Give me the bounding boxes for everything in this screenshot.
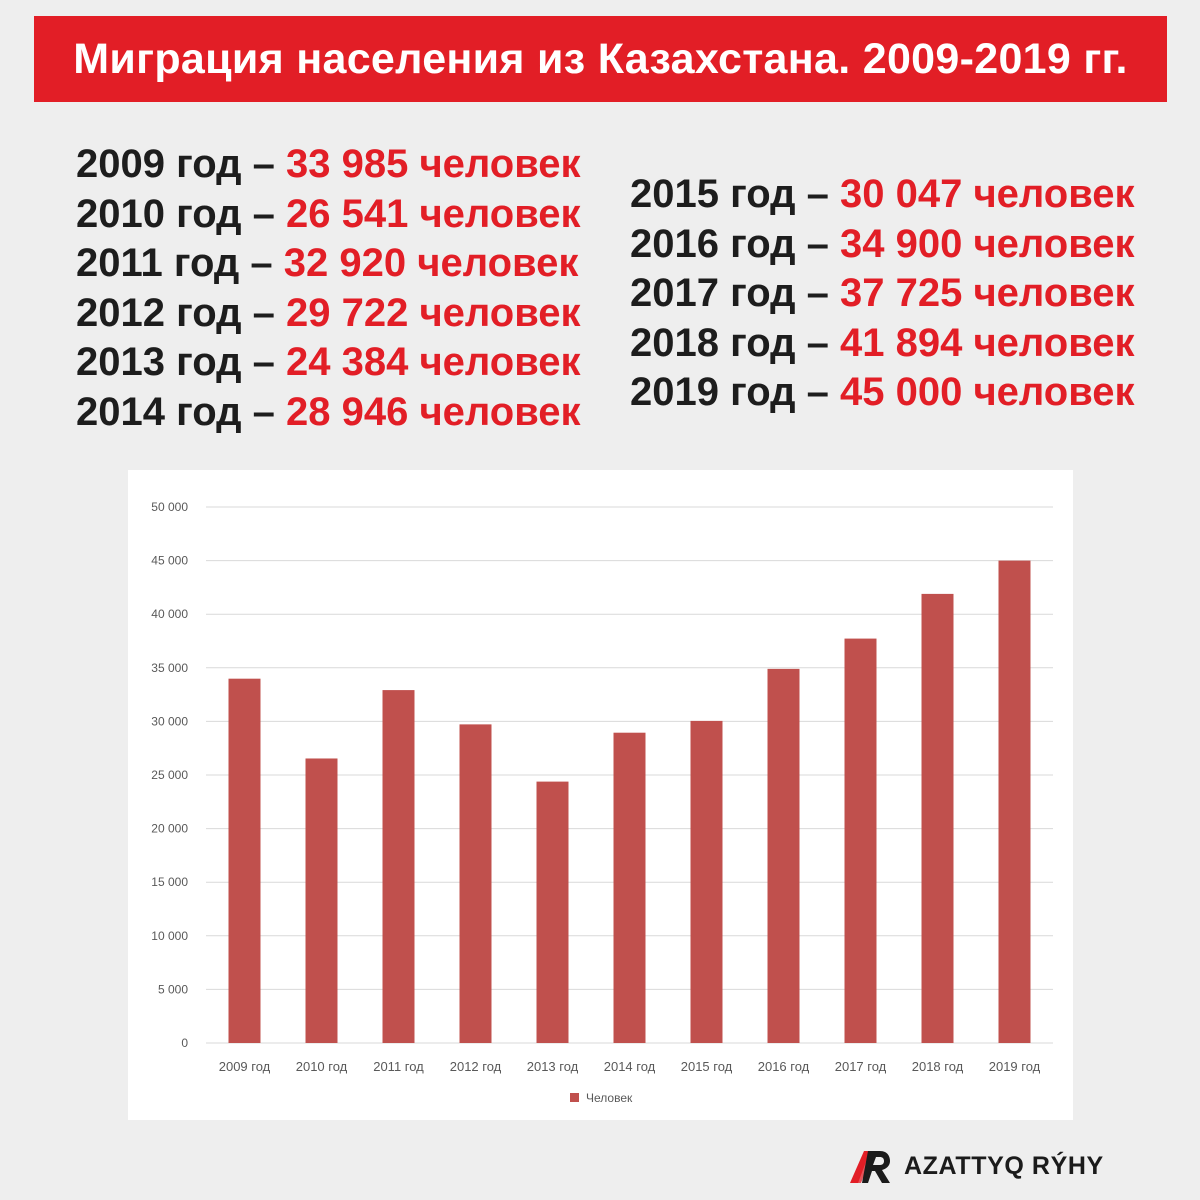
bar: [228, 678, 261, 1043]
page-title: Миграция населения из Казахстана. 2009-2…: [73, 34, 1128, 83]
stat-row-2014: 2014 год – 28 946 человек: [76, 388, 581, 438]
stat-year: 2016 год –: [630, 221, 840, 266]
x-tick-label: 2018 год: [912, 1059, 964, 1074]
x-tick-label: 2017 год: [835, 1059, 887, 1074]
y-tick-label: 25 000: [151, 768, 188, 782]
stat-row-2019: 2019 год – 45 000 человек: [630, 368, 1135, 418]
stat-year: 2014 год –: [76, 389, 286, 434]
x-tick-label: 2013 год: [527, 1059, 579, 1074]
x-tick-label: 2014 год: [604, 1059, 656, 1074]
stat-value: 34 900 человек: [840, 221, 1135, 266]
x-tick-label: 2016 год: [758, 1059, 810, 1074]
bar-chart: 0 5 000 10 000 15 000 20 000 25 000 30 000 35 0…: [151, 500, 1053, 1105]
title-banner: Миграция населения из Казахстана. 2009-2…: [34, 16, 1167, 102]
stat-value: 26 541 человек: [286, 191, 581, 236]
bar: [998, 560, 1031, 1043]
bar: [536, 781, 569, 1043]
stat-row-2009: 2009 год – 33 985 человек: [76, 140, 581, 190]
stat-row-2011: 2011 год – 32 920 человек: [76, 239, 581, 289]
stat-row-2018: 2018 год – 41 894 человек: [630, 319, 1135, 369]
stat-year: 2015 год –: [630, 172, 840, 216]
stat-value: 24 384 человек: [286, 340, 581, 385]
stats-list-left: 2009 год – 33 985 человек 2010 год – 26 …: [76, 140, 581, 438]
x-tick-label: 2010 год: [296, 1059, 348, 1074]
bar: [844, 638, 877, 1043]
legend-label: Человек: [586, 1091, 633, 1105]
y-tick-label: 15 000: [151, 875, 188, 889]
y-tick-label: 50 000: [151, 500, 188, 514]
stat-value: 30 047 человек: [840, 172, 1135, 216]
y-tick-label: 35 000: [151, 661, 188, 675]
brand-name: AZATTYQ RÝHY: [904, 1151, 1104, 1180]
azattyq-logo-icon: [850, 1151, 890, 1183]
stat-year: 2018 год –: [630, 320, 840, 365]
stat-value: 45 000 человек: [840, 370, 1135, 415]
y-tick-label: 5 000: [158, 982, 188, 996]
stat-value: 29 722 человек: [286, 290, 581, 335]
stat-year: 2011 год –: [76, 241, 284, 286]
stats-list-right: 2015 год – 30 047 человек 2016 год – 34 …: [630, 170, 1135, 418]
bar: [690, 720, 723, 1043]
brand-logo: AZATTYQ RÝHY: [848, 1146, 1104, 1186]
stat-year: 2019 год –: [630, 370, 840, 415]
y-tick-label: 0: [181, 1036, 188, 1050]
y-tick-label: 10 000: [151, 929, 188, 943]
y-tick-label: 45 000: [151, 554, 188, 568]
x-tick-label: 2019 год: [989, 1059, 1041, 1074]
stat-year: 2013 год –: [76, 340, 286, 385]
legend-swatch: [570, 1093, 579, 1102]
stat-row-2010: 2010 год – 26 541 человек: [76, 190, 581, 240]
bar: [767, 668, 800, 1043]
stat-year: 2009 год –: [76, 142, 286, 186]
stat-value: 41 894 человек: [840, 320, 1135, 365]
stat-value: 28 946 человек: [286, 389, 581, 434]
stat-value: 32 920 человек: [283, 241, 579, 286]
stat-row-2013: 2013 год – 24 384 человек: [76, 338, 581, 388]
x-tick-label: 2012 год: [450, 1059, 502, 1074]
stat-row-2017: 2017 год – 37 725 человек: [630, 269, 1135, 319]
x-tick-label: 2015 год: [681, 1059, 733, 1074]
stat-year: 2010 год –: [76, 191, 286, 236]
y-tick-label: 40 000: [151, 607, 188, 621]
bar: [459, 724, 492, 1043]
bar: [921, 593, 954, 1043]
stat-row-2016: 2016 год – 34 900 человек: [630, 220, 1135, 270]
stat-year: 2012 год –: [76, 290, 286, 335]
y-tick-label: 30 000: [151, 714, 188, 728]
y-tick-label: 20 000: [151, 822, 188, 836]
stat-value: 37 725 человек: [840, 271, 1135, 316]
stat-row-2012: 2012 год – 29 722 человек: [76, 289, 581, 339]
stat-row-2015: 2015 год – 30 047 человек: [630, 170, 1135, 220]
x-tick-label: 2011 год: [373, 1059, 424, 1074]
bar: [382, 690, 415, 1043]
x-tick-label: 2009 год: [219, 1059, 271, 1074]
stat-year: 2017 год –: [630, 271, 840, 316]
bar: [305, 758, 338, 1043]
bar: [613, 732, 646, 1043]
stat-value: 33 985 человек: [286, 142, 581, 186]
chart-panel: 0 5 000 10 000 15 000 20 000 25 000 30 000 35 0…: [128, 470, 1073, 1120]
